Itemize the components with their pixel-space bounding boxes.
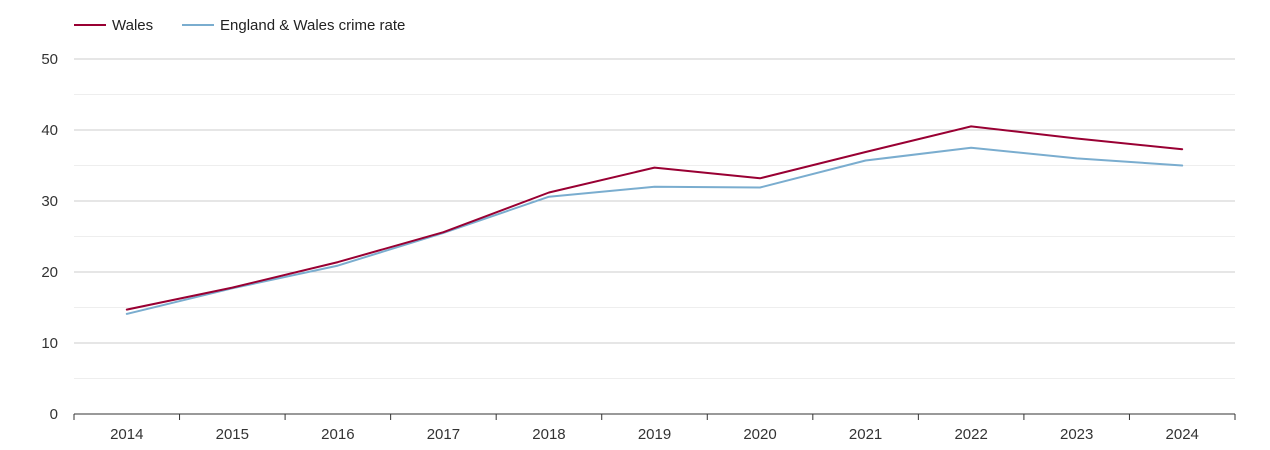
y-tick-label: 10	[41, 335, 58, 352]
y-axis-ticks: 0 10 20 30 40 50	[41, 51, 58, 423]
legend-label-wales: Wales	[112, 17, 153, 34]
x-tick-label: 2015	[216, 426, 249, 443]
x-tick-label: 2022	[954, 426, 987, 443]
legend-item-england-wales[interactable]: England & Wales crime rate	[182, 17, 405, 34]
x-tick-label: 2024	[1166, 426, 1199, 443]
x-tick-label: 2018	[532, 426, 565, 443]
series-line-england-wales	[125, 146, 1184, 315]
y-tick-label: 40	[41, 122, 58, 139]
x-tick-label: 2019	[638, 426, 671, 443]
x-tick-label: 2016	[321, 426, 354, 443]
series-lines	[125, 125, 1184, 315]
y-tick-label: 20	[41, 264, 58, 281]
x-tick-label: 2017	[427, 426, 460, 443]
legend-label-england-wales: England & Wales crime rate	[220, 17, 405, 34]
series-line-wales	[125, 125, 1184, 311]
y-tick-label: 0	[50, 406, 58, 423]
legend-item-wales[interactable]: Wales	[74, 17, 153, 34]
y-tick-label: 30	[41, 193, 58, 210]
x-tick-label: 2023	[1060, 426, 1093, 443]
x-tick-label: 2020	[743, 426, 776, 443]
x-tick-label: 2014	[110, 426, 143, 443]
x-axis-ticks: 2014 2015 2016 2017 2018 2019 2020 2021 2022 2023…	[73, 414, 1236, 443]
grid-lines	[74, 58, 1235, 379]
y-tick-label: 50	[41, 51, 58, 68]
legend[interactable]: Wales England & Wales crime rate	[74, 17, 405, 34]
x-tick-label: 2021	[849, 426, 882, 443]
